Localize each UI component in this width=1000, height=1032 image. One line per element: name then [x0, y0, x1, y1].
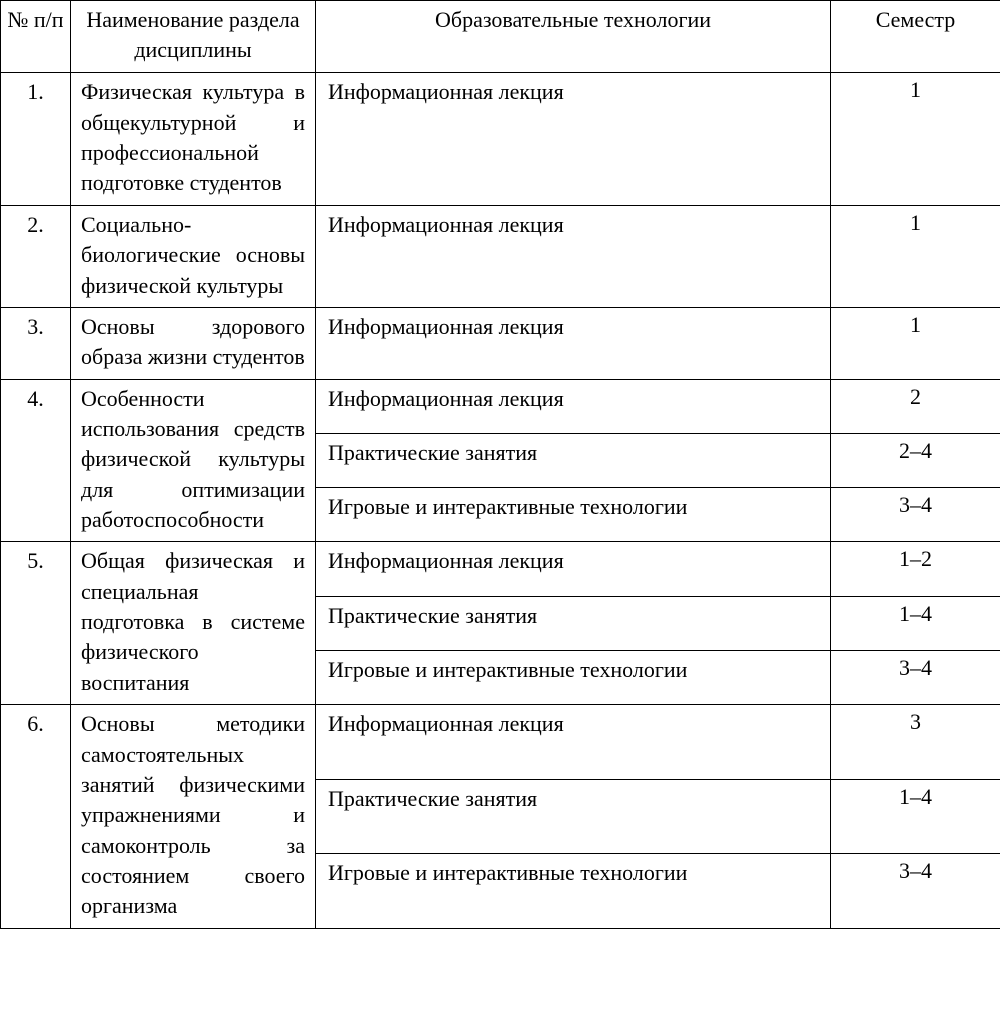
technology-cell: Практические занятия [316, 433, 831, 487]
row-number: 5. [1, 542, 71, 705]
technology-cell: Практические занятия [316, 596, 831, 650]
semester-cell: 3–4 [831, 650, 1000, 704]
section-name: Физическая культура в общекультурной и п… [71, 73, 316, 205]
section-name: Особенности использования средств физиче… [71, 379, 316, 542]
table-row: 1.Физическая культура в общекультурной и… [1, 73, 1000, 205]
header-num: № п/п [1, 1, 71, 73]
table-row: 3.Основы здорового образа жизни студенто… [1, 307, 1000, 379]
semester-cell: 1 [831, 205, 1000, 307]
semester-cell: 1–4 [831, 779, 1000, 854]
header-sem: Семестр [831, 1, 1000, 73]
row-number: 2. [1, 205, 71, 307]
semester-cell: 1–2 [831, 542, 1000, 596]
section-name: Социально-биологические основы физическо… [71, 205, 316, 307]
semester-cell: 1–4 [831, 596, 1000, 650]
technology-cell: Практические занятия [316, 779, 831, 854]
semester-cell: 1 [831, 73, 1000, 205]
technology-cell: Информационная лекция [316, 205, 831, 307]
technology-cell: Игровые и интерактивные технологии [316, 854, 831, 929]
curriculum-table: № п/пНаименование раздела дисциплиныОбра… [0, 0, 1000, 929]
technology-cell: Игровые и интерактивные технологии [316, 488, 831, 542]
semester-cell: 1 [831, 307, 1000, 379]
technology-cell: Информационная лекция [316, 542, 831, 596]
technology-cell: Информационная лекция [316, 307, 831, 379]
technology-cell: Информационная лекция [316, 73, 831, 205]
header-tech: Образовательные технологии [316, 1, 831, 73]
row-number: 4. [1, 379, 71, 542]
semester-cell: 2–4 [831, 433, 1000, 487]
semester-cell: 3–4 [831, 854, 1000, 929]
table-row: 5.Общая физическая и специальная подгото… [1, 542, 1000, 596]
technology-cell: Игровые и интерактивные технологии [316, 650, 831, 704]
technology-cell: Информационная лекция [316, 705, 831, 780]
row-number: 3. [1, 307, 71, 379]
header-name: Наименование раздела дисциплины [71, 1, 316, 73]
table-row: 6.Основы методики самостоятельных заняти… [1, 705, 1000, 780]
technology-cell: Информационная лекция [316, 379, 831, 433]
table-row: 2.Социально-биологические основы физичес… [1, 205, 1000, 307]
semester-cell: 3 [831, 705, 1000, 780]
semester-cell: 3–4 [831, 488, 1000, 542]
semester-cell: 2 [831, 379, 1000, 433]
section-name: Основы здорового образа жизни студентов [71, 307, 316, 379]
section-name: Основы методики самостоятельных занятий … [71, 705, 316, 929]
row-number: 6. [1, 705, 71, 929]
table-row: 4.Особенности использования средств физи… [1, 379, 1000, 433]
row-number: 1. [1, 73, 71, 205]
section-name: Общая физическая и специальная подготовк… [71, 542, 316, 705]
